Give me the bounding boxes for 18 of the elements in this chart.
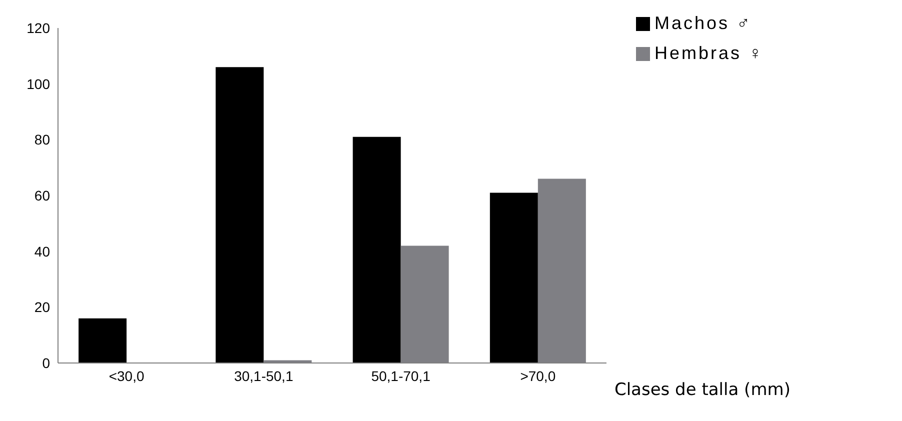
bar xyxy=(352,136,401,363)
y-tick-label: 0 xyxy=(42,354,50,371)
y-tick-label: 40 xyxy=(34,243,50,260)
x-tick-label: >70,0 xyxy=(520,368,556,384)
x-tick-label: 30,1-50,1 xyxy=(234,368,294,384)
y-tick-label: 120 xyxy=(26,20,50,36)
x-tick-label: <30,0 xyxy=(108,368,144,384)
y-tick-label: 80 xyxy=(34,132,50,148)
y-tick-label: 60 xyxy=(34,187,50,204)
x-tick-label: 50,1-70,1 xyxy=(371,368,431,384)
y-tick-label: 20 xyxy=(34,299,50,316)
x-axis-title: Clases de talla (mm) xyxy=(614,380,790,400)
legend-label: Hembras ♀ xyxy=(654,43,764,63)
legend-label: Machos ♂ xyxy=(654,13,752,33)
y-tick-label: 100 xyxy=(26,76,50,92)
bar xyxy=(490,192,538,363)
bar xyxy=(216,67,264,363)
bar xyxy=(78,318,127,363)
